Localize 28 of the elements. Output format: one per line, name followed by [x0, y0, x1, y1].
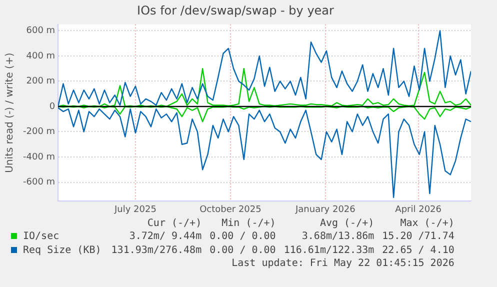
- text: Min (-/+): [220, 218, 277, 230]
- text: 15.20 /71.74: [381, 230, 456, 244]
- chart-title: IOs for /dev/swap/swap - by year: [137, 3, 334, 18]
- y-tick-label: 200 m: [26, 76, 56, 87]
- text: Avg (-/+): [318, 218, 376, 230]
- y-tick-label: 0: [49, 102, 56, 112]
- text: 116.61m/122.33m: [282, 244, 376, 258]
- legend-label: Req Size (KB): [23, 245, 102, 256]
- text: 0.00 / 0.00: [208, 244, 277, 258]
- x-tick-label: October 2025: [200, 204, 262, 215]
- x-tick-label: January 2026: [294, 204, 356, 215]
- y-tick-label: -200 m: [22, 127, 56, 138]
- text: Cur (-/+): [146, 218, 203, 230]
- y-axis-title: Units read (-) / write (+): [4, 52, 16, 173]
- x-tick-label: July 2025: [114, 204, 156, 215]
- text: 3.72m/ 9.44m: [128, 230, 203, 244]
- text: 3.68m/13.86m: [300, 230, 376, 244]
- legend-label: IO/sec: [23, 231, 60, 242]
- text: 131.93m/276.48m: [110, 244, 203, 258]
- text: Max (-/+): [399, 218, 456, 230]
- y-tick-label: -600 m: [22, 178, 56, 188]
- y-tick-label: 600 m: [26, 26, 56, 36]
- y-tick-label: -400 m: [22, 152, 56, 162]
- text: 0.00 / 0.00: [208, 230, 277, 244]
- y-tick-label: 400 m: [26, 51, 56, 62]
- text: 22.65 / 4.10: [381, 244, 456, 258]
- text: Last update: Fri May 22 01:45:15 2026: [230, 258, 456, 270]
- x-tick-label: April 2026: [395, 204, 442, 215]
